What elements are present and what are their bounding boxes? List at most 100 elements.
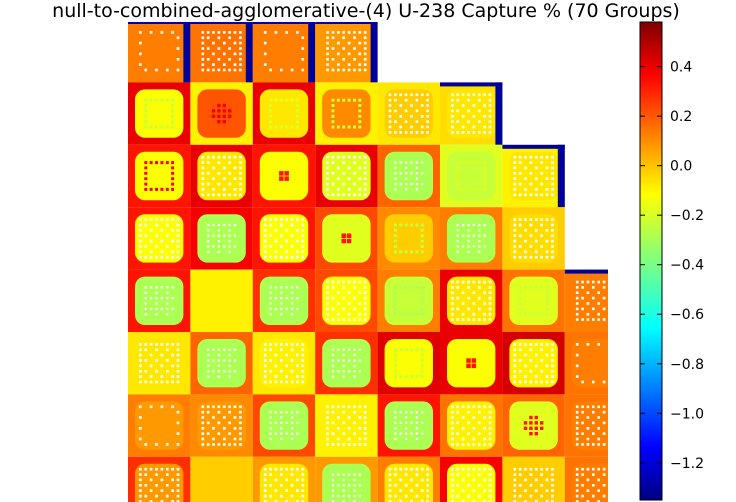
pin-dot [467,473,470,476]
pin-dot [212,188,215,191]
pin-dot [206,155,210,159]
pin-dot [301,380,305,384]
pin-dot [451,467,454,471]
pin-dot [467,410,470,414]
pin-dot [415,473,419,476]
pin-dot [540,172,543,175]
pin-dot [513,239,517,243]
pin-dot [540,494,543,498]
pin-dot [581,467,584,471]
pin-dot [405,432,408,435]
pin-dot [337,155,340,159]
pin-dot [483,427,486,430]
pin-dot [337,359,340,362]
pin-dot [144,380,148,384]
pin-dot [342,359,345,362]
pin-dot [301,218,305,221]
pin-dot [263,41,267,45]
pin-dot [614,443,617,446]
pin-dot [410,478,413,482]
pin-dot [201,421,205,425]
pin-dot [540,467,543,471]
assembly-r3-c5 [440,207,503,270]
pin-dot [393,353,397,357]
pin-dot [206,443,210,446]
pin-dot [614,411,617,414]
pin-dot [614,381,617,384]
pin-dot [217,245,220,248]
pin-dot [467,405,470,409]
pin-dot [608,406,611,409]
assembly-inner [322,151,371,201]
pin-dot [212,52,215,56]
pin-dot [358,166,362,170]
pin-dot [456,296,460,300]
pin-dot [166,223,169,227]
pin-dot [155,359,158,362]
pin-dot [301,500,305,502]
pin-dot [228,172,231,175]
pin-dot [176,375,180,378]
pin-dot [535,239,538,243]
pin-dot [263,31,267,34]
pin-dot [363,416,367,419]
pin-dot [285,375,288,378]
pin-dot [545,380,549,384]
pin-dot [301,359,305,362]
pin-dot [524,218,527,221]
pin-dot [176,467,180,471]
pin-dot [353,58,356,61]
pin-dot [217,410,221,414]
pin-dot [269,234,272,237]
pin-dot [608,302,611,305]
pin-dot [614,495,617,498]
pin-dot [144,218,148,221]
pin-dot [540,359,543,362]
pin-dot [472,443,476,446]
pin-dot [347,405,351,409]
pin-dot [461,443,465,446]
pin-dot [139,494,142,498]
pin-dot [144,297,147,300]
pin-dot [592,410,595,414]
pin-dot [171,500,174,502]
pin-dot [223,234,226,237]
pin-dot [139,250,142,254]
pin-dot [290,98,294,102]
pin-dot [171,120,175,124]
pin-dot [426,109,429,113]
pin-dot [358,125,362,129]
pin-dot [144,223,148,227]
pin-dot [394,411,397,414]
pin-dot [602,443,606,446]
pin-dot [269,297,272,300]
pin-dot [358,495,361,498]
pin-dot [488,120,492,123]
pin-dot [363,443,367,446]
assembly-inner [259,214,309,263]
pin-dot [144,171,148,175]
pin-dot [269,473,272,476]
pin-dot [597,302,600,305]
pin-dot [358,405,362,409]
pin-dot [217,405,221,409]
pin-dot [228,443,231,446]
pin-dot [363,172,367,175]
pin-dot [467,161,470,165]
pin-dot [233,427,237,430]
pin-dot [217,223,220,227]
pin-dot [144,109,148,113]
pin-dot [337,312,340,316]
pin-dot [353,182,356,186]
pin-dot [467,286,470,289]
pin-dot [545,291,549,295]
pin-dot [274,432,277,435]
pin-dot [296,297,299,300]
pin-dot [280,223,283,227]
pin-dot [426,467,429,471]
pin-dot [456,405,460,409]
assembly-r1-c2 [252,82,316,145]
pin-dot [223,63,226,66]
pin-dot [233,234,237,237]
pin-dot [171,31,174,34]
